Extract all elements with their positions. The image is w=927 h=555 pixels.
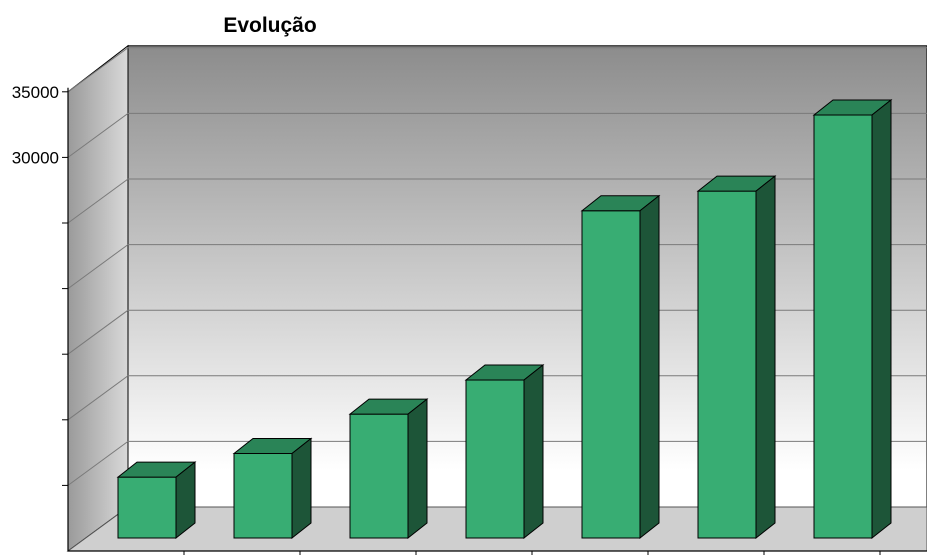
- bars: [116, 98, 893, 540]
- bar: [348, 398, 429, 540]
- gridline-side: [67, 112, 129, 158]
- y-tick-label: 35000: [12, 83, 59, 102]
- bar-side: [523, 364, 544, 540]
- gridline-side: [67, 375, 129, 421]
- chart-title: Evolução: [223, 14, 317, 37]
- bar: [812, 98, 893, 540]
- bar-side: [291, 437, 312, 540]
- gridlines: [67, 47, 927, 486]
- bar-side: [407, 398, 428, 540]
- bar-side: [755, 175, 776, 540]
- bar: [580, 194, 661, 540]
- bar-front: [349, 413, 409, 539]
- bar: [696, 175, 777, 540]
- gridline-side: [67, 47, 129, 93]
- side-wall: [67, 44, 129, 552]
- bar-front: [581, 210, 641, 539]
- gridline-side: [67, 244, 129, 290]
- bar-side: [175, 461, 196, 540]
- bar: [464, 364, 545, 540]
- gridline-side: [67, 178, 129, 224]
- bar-side: [639, 194, 660, 540]
- axes: [67, 87, 927, 552]
- bar-front: [233, 453, 293, 539]
- gridline-side: [67, 309, 129, 355]
- bar-front: [465, 379, 525, 539]
- y-tick-label: 30000: [12, 148, 59, 167]
- bar: [232, 437, 313, 540]
- gridline-side: [67, 440, 129, 486]
- bar-front: [813, 114, 873, 539]
- y-axis-ticks: 30000 35000: [12, 83, 881, 555]
- bar: [116, 461, 197, 540]
- bar-front: [117, 476, 177, 539]
- bar-side: [871, 98, 892, 540]
- bar-front: [697, 190, 757, 539]
